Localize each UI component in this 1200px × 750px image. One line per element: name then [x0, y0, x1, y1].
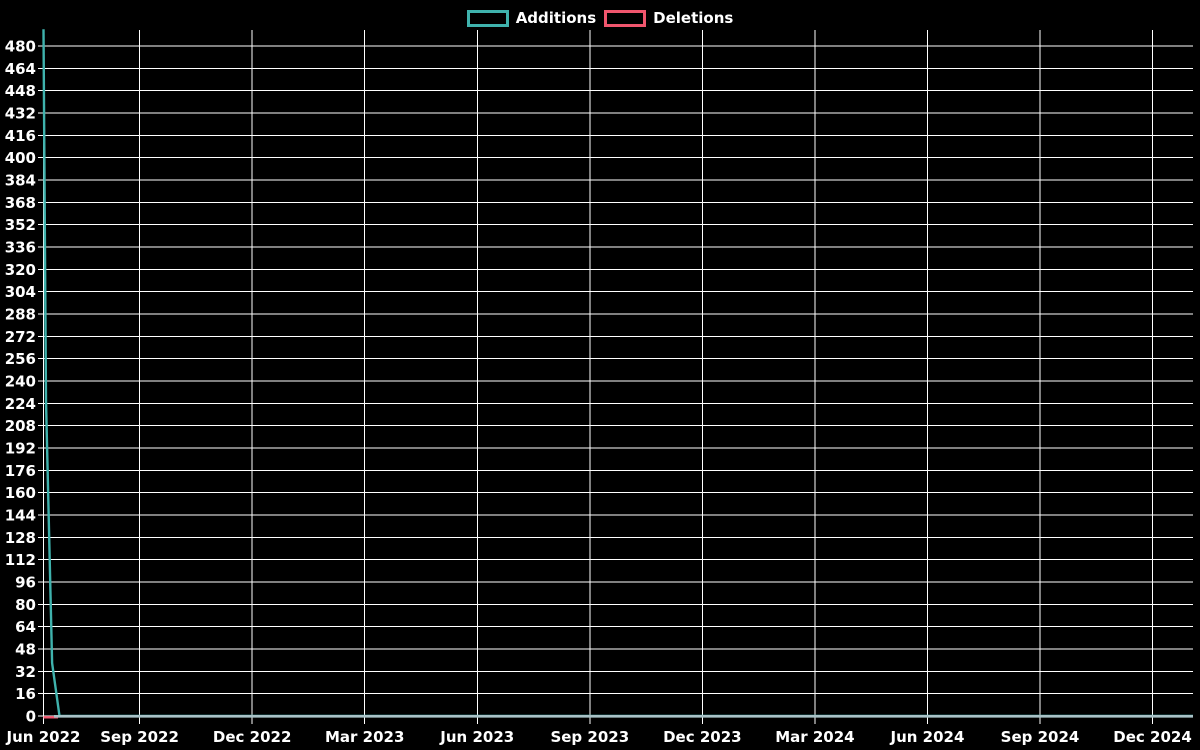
- y-tick-label: 288: [5, 306, 36, 324]
- x-tick-label: Sep 2023: [550, 728, 629, 746]
- y-tick-label: 80: [15, 596, 36, 614]
- y-tick-label: 128: [5, 529, 36, 547]
- y-tick-label: 400: [5, 149, 36, 167]
- y-tick-label: 176: [5, 462, 36, 480]
- x-tick-label: Jun 2024: [889, 728, 964, 746]
- y-tick-label: 272: [5, 328, 36, 346]
- chart-legend: Additions Deletions: [0, 7, 1200, 29]
- x-tick-label: Sep 2022: [100, 728, 179, 746]
- y-tick-label: 208: [5, 417, 36, 435]
- y-tick-label: 144: [5, 507, 36, 525]
- y-tick-label: 416: [5, 127, 36, 145]
- x-tick-label: Dec 2023: [663, 728, 742, 746]
- x-tick-label: Dec 2024: [1113, 728, 1192, 746]
- grid: [38, 30, 1193, 724]
- additions-swatch-icon: [466, 9, 509, 27]
- x-tick-label: Dec 2022: [213, 728, 292, 746]
- y-tick-label: 192: [5, 440, 36, 458]
- y-tick-label: 112: [5, 551, 36, 569]
- x-tick-label: Mar 2023: [325, 728, 404, 746]
- y-tick-label: 224: [5, 395, 36, 413]
- y-tick-label: 384: [5, 172, 36, 190]
- x-tick-label: Jun 2023: [439, 728, 514, 746]
- y-tick-label: 16: [15, 685, 36, 703]
- y-tick-label: 368: [5, 194, 36, 212]
- y-tick-label: 448: [5, 82, 36, 100]
- y-tick-label: 0: [26, 708, 36, 726]
- y-tick-label: 464: [5, 60, 36, 78]
- additions-line: [42, 29, 1193, 718]
- deletions-swatch-icon: [604, 9, 647, 27]
- x-tick-label: Jun 2022: [6, 728, 81, 746]
- x-tick-label: Sep 2024: [1001, 728, 1080, 746]
- y-tick-label: 64: [15, 618, 36, 636]
- y-tick-label: 480: [5, 38, 36, 56]
- x-tick-label: Mar 2024: [775, 728, 854, 746]
- y-tick-label: 352: [5, 216, 36, 234]
- y-tick-label: 320: [5, 261, 36, 279]
- legend-label-deletions: Deletions: [653, 8, 734, 27]
- legend-label-additions: Additions: [515, 8, 597, 27]
- y-tick-label: 160: [5, 484, 36, 502]
- axis-labels: 0 16 32 48 64 80 96 112 128 144 160 176 192 208 224 240…: [5, 38, 1192, 747]
- legend-item-additions[interactable]: Additions: [466, 8, 597, 27]
- y-tick-label: 96: [15, 574, 36, 592]
- y-tick-label: 32: [15, 663, 36, 681]
- y-tick-label: 432: [5, 105, 36, 123]
- y-tick-label: 48: [15, 641, 36, 659]
- y-tick-label: 336: [5, 239, 36, 257]
- y-tick-label: 256: [5, 350, 36, 368]
- legend-item-deletions[interactable]: Deletions: [604, 8, 734, 27]
- y-tick-label: 304: [5, 283, 36, 301]
- y-tick-label: 240: [5, 373, 36, 391]
